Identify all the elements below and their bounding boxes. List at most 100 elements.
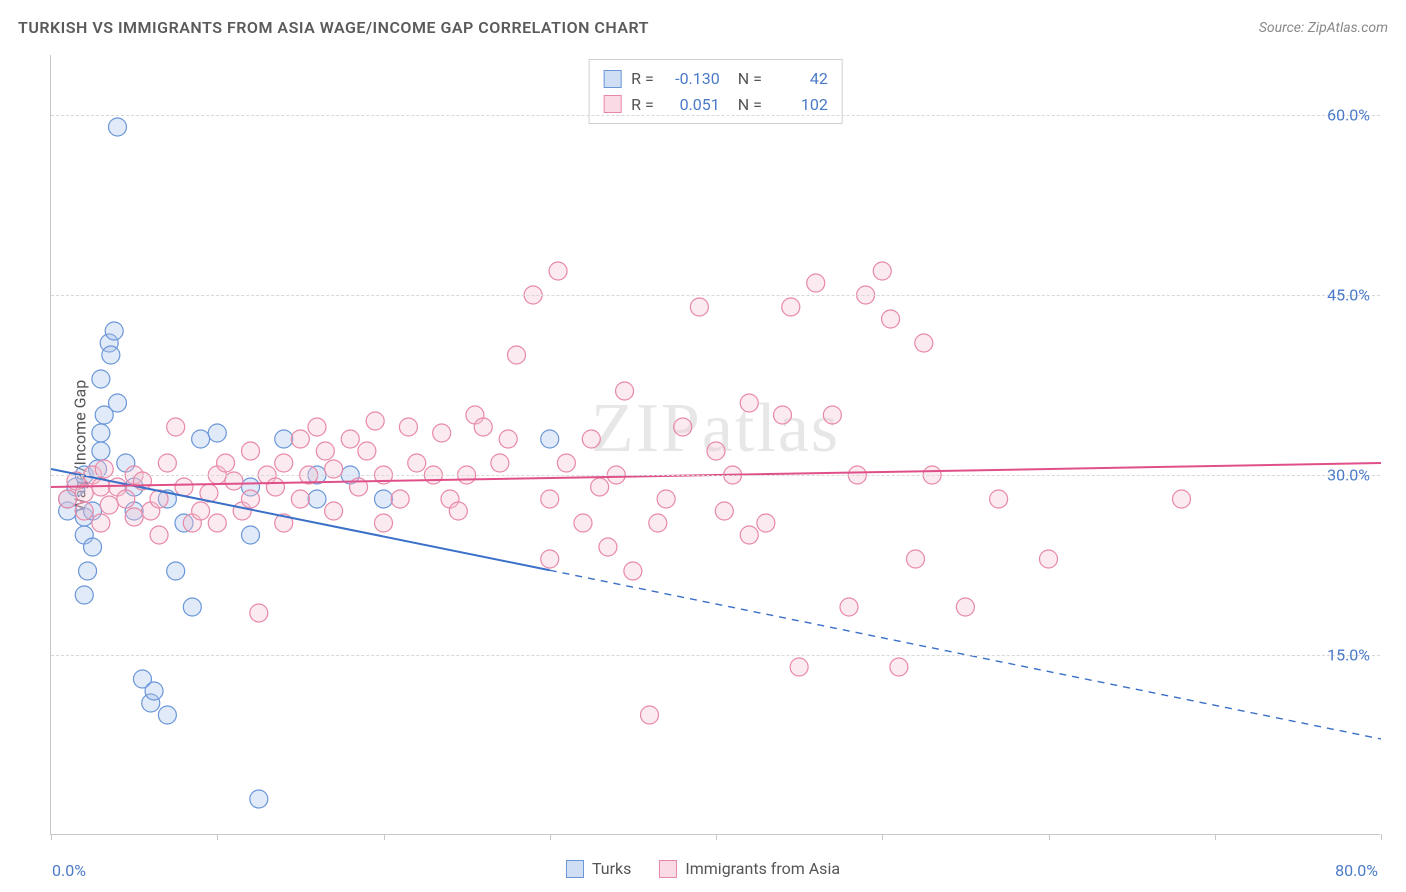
legend-swatch-icon (603, 95, 621, 113)
data-point (541, 430, 559, 448)
data-point (549, 262, 567, 280)
stats-row: R =0.051 N =102 (603, 92, 828, 118)
data-point (807, 274, 825, 292)
data-point (375, 514, 393, 532)
gridline (51, 655, 1380, 656)
data-point (158, 454, 176, 472)
data-point (840, 598, 858, 616)
data-point (308, 490, 326, 508)
data-point (591, 478, 609, 496)
data-point (956, 598, 974, 616)
data-point (275, 430, 293, 448)
x-tick-mark (1049, 834, 1050, 840)
data-point (250, 790, 268, 808)
data-point (150, 526, 168, 544)
data-point (782, 298, 800, 316)
data-point (774, 406, 792, 424)
data-point (125, 508, 143, 526)
scatter-plot: ZIPatlas R =-0.130 N =42R =0.051 N =102 … (50, 55, 1380, 835)
data-point (192, 430, 210, 448)
data-point (59, 490, 77, 508)
data-point (275, 454, 293, 472)
data-point (499, 430, 517, 448)
x-tick-mark (882, 834, 883, 840)
data-point (715, 502, 733, 520)
legend-label: Turks (592, 859, 631, 878)
data-point (92, 424, 110, 442)
data-point (873, 262, 891, 280)
stat-r-value: 0.051 (664, 92, 720, 118)
data-point (740, 526, 758, 544)
data-point (674, 418, 692, 436)
gridline (51, 475, 1380, 476)
data-point (624, 562, 642, 580)
y-tick-label: 30.0% (1327, 466, 1370, 485)
data-point (790, 658, 808, 676)
x-tick-mark (1215, 834, 1216, 840)
data-point (541, 550, 559, 568)
data-point (308, 418, 326, 436)
data-point (105, 322, 123, 340)
data-point (341, 430, 359, 448)
data-point (316, 442, 334, 460)
stat-n-value: 102 (772, 92, 828, 118)
data-point (242, 490, 260, 508)
data-point (92, 442, 110, 460)
x-tick-mark (550, 834, 551, 840)
data-point (145, 682, 163, 700)
data-point (158, 706, 176, 724)
data-point (990, 490, 1008, 508)
stat-n-label: N = (730, 92, 762, 118)
data-point (109, 118, 127, 136)
data-point (291, 430, 309, 448)
data-point (408, 454, 426, 472)
data-point (915, 334, 933, 352)
data-point (907, 550, 925, 568)
data-point (823, 406, 841, 424)
data-point (616, 382, 634, 400)
chart-title: TURKISH VS IMMIGRANTS FROM ASIA WAGE/INC… (18, 18, 649, 37)
data-point (1173, 490, 1191, 508)
data-point (250, 604, 268, 622)
data-point (75, 586, 93, 604)
data-point (242, 526, 260, 544)
data-point (890, 658, 908, 676)
data-point (757, 514, 775, 532)
data-point (574, 514, 592, 532)
data-point (167, 562, 185, 580)
data-point (217, 454, 235, 472)
chart-svg (51, 55, 1381, 835)
data-point (474, 418, 492, 436)
stat-r-label: R = (631, 66, 654, 92)
data-point (557, 454, 575, 472)
data-point (167, 418, 185, 436)
x-tick-mark (51, 834, 52, 840)
stat-r-value: -0.130 (664, 66, 720, 92)
data-point (399, 418, 417, 436)
data-point (358, 442, 376, 460)
data-point (491, 454, 509, 472)
data-point (366, 412, 384, 430)
data-point (740, 394, 758, 412)
data-point (79, 562, 97, 580)
data-point (242, 442, 260, 460)
y-tick-label: 45.0% (1327, 286, 1370, 305)
data-point (291, 490, 309, 508)
data-point (183, 598, 201, 616)
data-point (707, 442, 725, 460)
data-point (508, 346, 526, 364)
data-point (117, 490, 135, 508)
legend-item: Turks (566, 859, 631, 878)
data-point (375, 490, 393, 508)
y-tick-label: 60.0% (1327, 106, 1370, 125)
legend-swatch-icon (566, 860, 584, 878)
gridline (51, 115, 1380, 116)
data-point (92, 514, 110, 532)
gridline (51, 295, 1380, 296)
data-point (175, 478, 193, 496)
data-point (599, 538, 617, 556)
data-point (75, 502, 93, 520)
stats-row: R =-0.130 N =42 (603, 66, 828, 92)
x-tick-mark (716, 834, 717, 840)
data-point (192, 502, 210, 520)
